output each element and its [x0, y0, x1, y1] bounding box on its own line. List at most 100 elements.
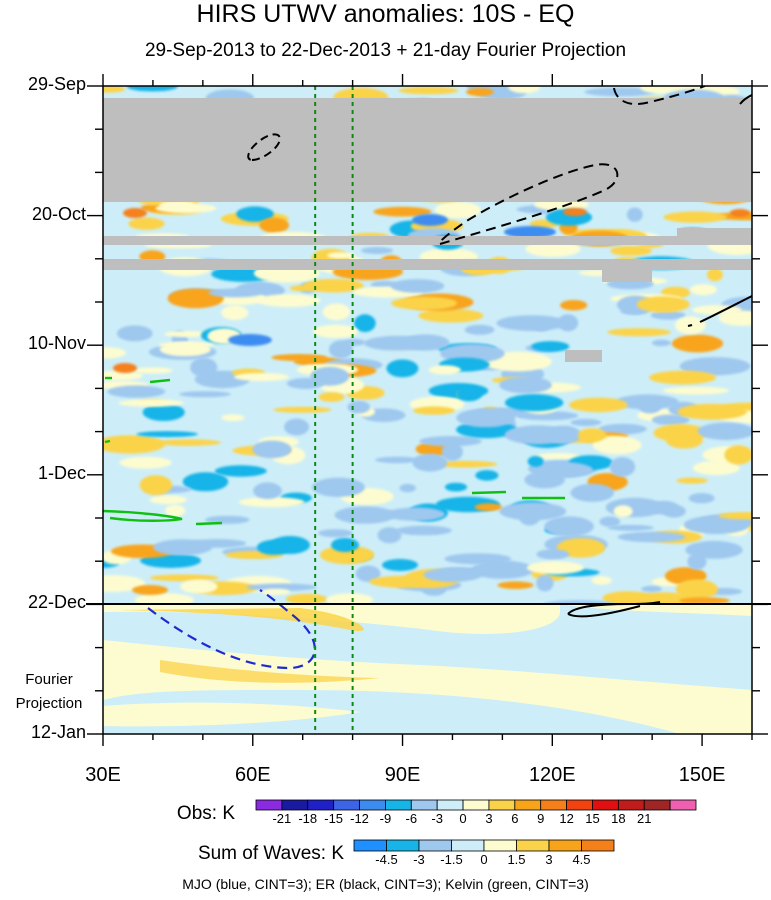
anomaly-blob — [182, 472, 229, 492]
anomaly-blob — [133, 367, 173, 374]
mjo-contours — [147, 589, 316, 670]
x-ticks — [102, 74, 753, 746]
anomaly-blob — [599, 516, 621, 527]
anomaly-blob — [253, 482, 282, 500]
anomaly-blob — [412, 453, 448, 472]
colorbar-swatch — [617, 799, 645, 811]
colorbar-tick-label: -18 — [298, 811, 318, 826]
anomaly-blob — [592, 436, 642, 455]
anomaly-blob — [591, 576, 612, 585]
x-tick-label: 150E — [678, 764, 726, 786]
fourier-label-line2: Projection — [15, 695, 83, 712]
colorbar-tick-label: -6 — [405, 811, 418, 826]
anomaly-blob — [390, 279, 445, 293]
anomaly-blob — [675, 579, 719, 600]
anomaly-blob — [504, 394, 564, 412]
anomaly-blob — [718, 512, 752, 520]
anomaly-blob — [246, 583, 317, 591]
anomaly-blob — [663, 386, 729, 395]
anomaly-blob — [334, 506, 396, 524]
anomaly-blob — [423, 567, 482, 583]
anomaly-blob — [697, 422, 752, 441]
anomaly-blob — [347, 400, 371, 414]
anomaly-blob — [651, 339, 672, 347]
anomaly-blob — [221, 305, 249, 321]
anomaly-blob — [444, 482, 468, 492]
anomaly-blob — [107, 385, 166, 398]
anomaly-blob — [610, 245, 652, 256]
anomaly-core — [123, 208, 147, 218]
anomaly-blob — [531, 341, 570, 352]
anomaly-blob — [154, 439, 221, 446]
anomaly-blob — [208, 288, 263, 298]
anomaly-blob — [544, 516, 594, 537]
x-tick-label: 90E — [384, 764, 421, 786]
anomaly-blob — [103, 86, 126, 93]
anomaly-blob — [234, 373, 290, 381]
anomaly-blob — [499, 502, 567, 521]
anomaly-blob — [617, 531, 686, 543]
anomaly-blob — [236, 206, 274, 222]
anomaly-blob — [688, 493, 715, 504]
anomaly-blob — [418, 308, 484, 323]
anomaly-blob — [441, 442, 463, 461]
colorbar-tick-label: -9 — [379, 811, 392, 826]
anomaly-core — [563, 208, 587, 216]
colorbar-swatch — [516, 839, 550, 852]
anomaly-blob — [692, 460, 740, 476]
anomaly-blob — [142, 403, 185, 421]
anomaly-core — [412, 214, 448, 226]
anomaly-blob — [190, 357, 218, 378]
anomaly-blob — [399, 483, 416, 493]
anomaly-blob — [602, 591, 653, 606]
anomaly-blob — [159, 342, 211, 357]
anomaly-core — [331, 538, 359, 552]
anomaly-blob — [464, 324, 495, 335]
colorbar-swatch — [451, 839, 485, 852]
anomaly-blob — [685, 540, 743, 559]
anomaly-blob — [568, 397, 628, 413]
anomaly-blob — [504, 425, 570, 445]
anomaly-blob — [164, 331, 209, 338]
colorbar-tick-label: 21 — [637, 811, 652, 826]
anomaly-blob — [570, 418, 602, 427]
anomaly-blob — [560, 300, 588, 311]
colorbar-tick-label: -3 — [413, 852, 425, 867]
colorbar-swatch — [669, 799, 697, 811]
anomaly-blob — [354, 314, 376, 333]
anomaly-blob — [536, 574, 554, 592]
colorbar-swatch — [353, 839, 387, 852]
anomaly-blob — [164, 504, 186, 517]
obs-colorbar — [255, 799, 697, 811]
anomaly-core — [504, 226, 556, 238]
colorbar-tick-label: -4.5 — [375, 852, 398, 867]
colorbar-tick-label: 0 — [480, 852, 488, 867]
anomaly-blob — [103, 370, 143, 381]
colorbar-swatch — [307, 799, 335, 811]
anomaly-blob — [386, 359, 419, 378]
anomaly-blob — [609, 457, 636, 477]
anomaly-core — [730, 209, 750, 217]
colorbar-swatch — [410, 799, 438, 811]
anomaly-blob — [718, 310, 752, 326]
anomaly-blob — [391, 296, 458, 310]
colorbar-tick-label: 6 — [511, 811, 519, 826]
anomaly-blob — [118, 399, 184, 407]
colorbar-swatch — [548, 839, 582, 852]
anomaly-blob — [598, 423, 647, 435]
anomaly-blob — [127, 86, 178, 92]
anomaly-blob — [139, 475, 173, 496]
colorbar-tick-label: 1.5 — [507, 852, 526, 867]
y-tick-label: 29-Sep — [27, 74, 86, 94]
anomaly-blob — [159, 200, 196, 211]
anomaly-blob — [496, 315, 568, 331]
anomaly-core — [132, 585, 168, 595]
anomaly-blob — [398, 86, 459, 95]
anomaly-blob — [413, 406, 455, 415]
anomaly-blob — [136, 431, 198, 438]
y-tick-label: 22-Dec — [27, 592, 86, 613]
anomaly-blob — [615, 394, 679, 410]
colorbar-swatch — [592, 799, 619, 811]
fourier-label-line1: Fourier — [25, 671, 73, 688]
anomaly-blob — [355, 565, 381, 582]
